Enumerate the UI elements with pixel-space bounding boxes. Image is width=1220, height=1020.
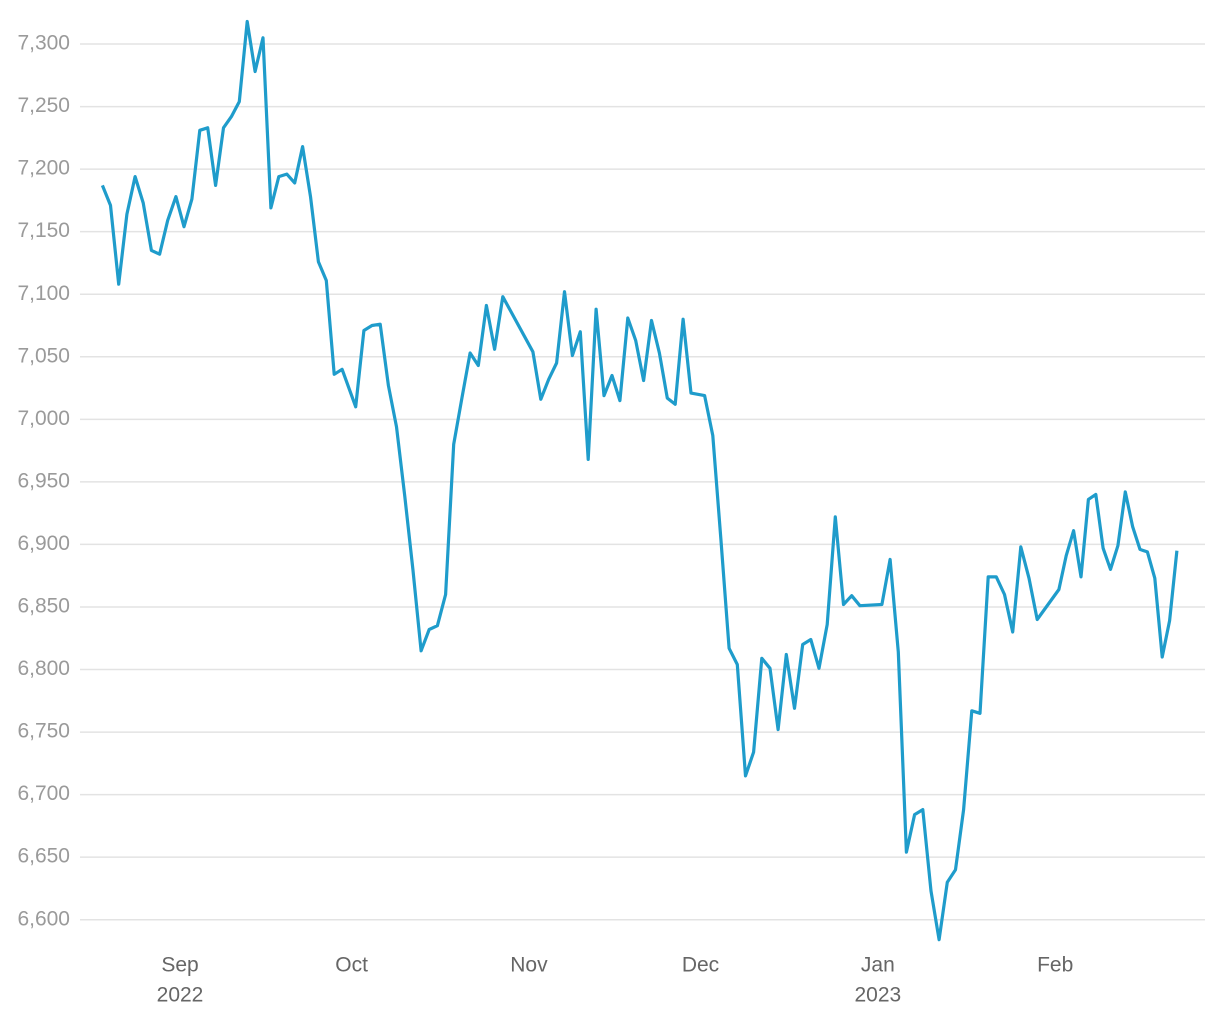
y-tick-label: 7,000 [17,407,70,430]
y-tick-label: 6,900 [17,532,70,555]
y-tick-label: 6,650 [17,845,70,868]
y-tick-label: 7,200 [17,157,70,180]
y-tick-label: 7,100 [17,282,70,305]
y-tick-label: 6,700 [17,782,70,805]
x-tick-label: Feb [1037,954,1073,977]
x-tick-label: Sep [161,954,198,977]
x-year-label: 2022 [157,984,204,1007]
y-tick-label: 7,050 [17,344,70,367]
y-tick-label: 6,800 [17,657,70,680]
y-tick-label: 7,300 [17,32,70,55]
x-tick-label: Jan [861,954,895,977]
x-year-label: 2023 [854,984,901,1007]
y-tick-label: 6,850 [17,595,70,618]
x-tick-label: Nov [510,954,548,977]
y-tick-label: 7,150 [17,219,70,242]
y-tick-label: 6,600 [17,907,70,930]
x-tick-label: Oct [335,954,368,977]
line [100,19,1179,942]
y-tick-label: 7,250 [17,94,70,117]
y-tick-label: 6,750 [17,720,70,743]
x-tick-label: Dec [682,954,719,977]
y-tick-label: 6,950 [17,469,70,492]
